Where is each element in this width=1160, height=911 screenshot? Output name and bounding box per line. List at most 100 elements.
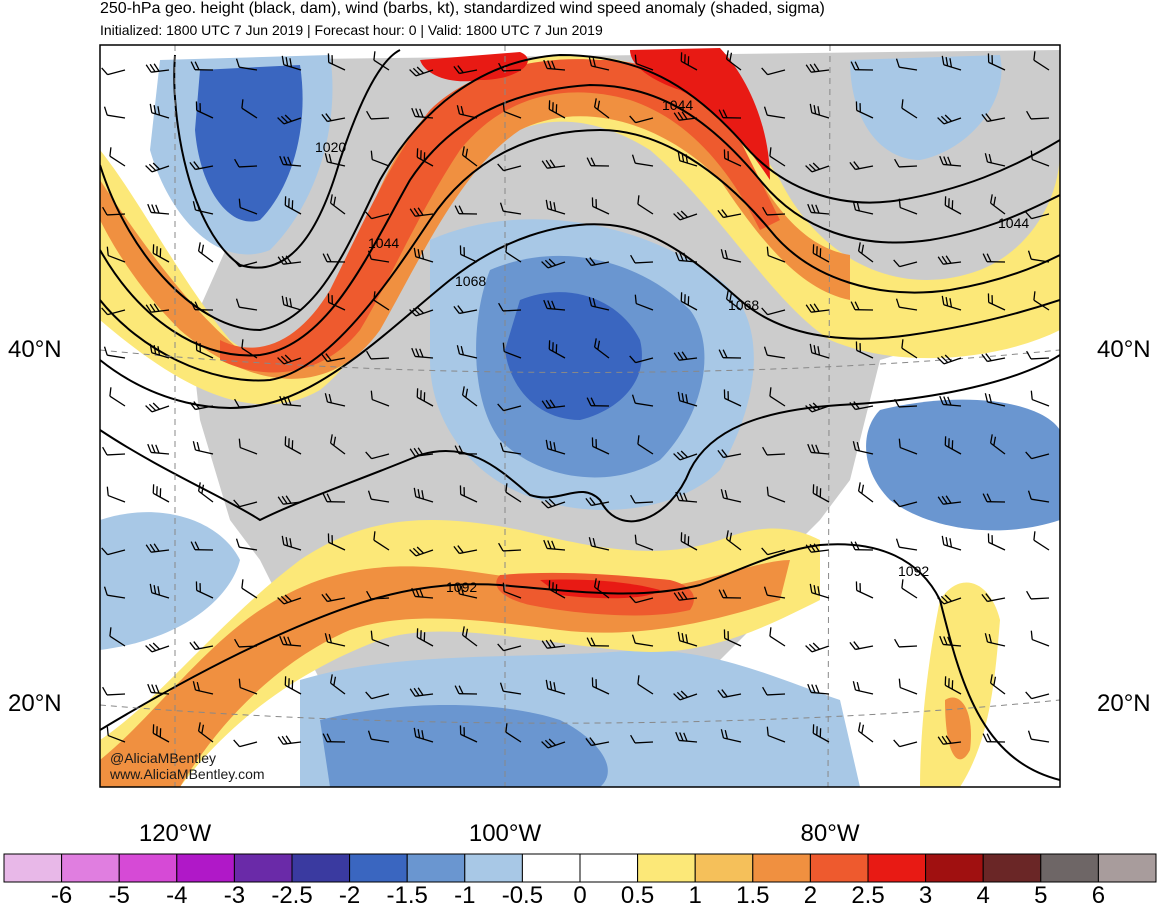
wind-barb — [850, 61, 874, 71]
lon-label: 120°W — [138, 820, 212, 847]
contour-label: 1044 — [998, 215, 1029, 231]
wind-barb — [279, 395, 302, 407]
wind-barb — [543, 299, 566, 311]
wind-barb — [766, 486, 786, 503]
wind-barb — [984, 393, 1006, 407]
wind-barb — [453, 305, 478, 315]
wind-barb — [849, 401, 874, 411]
wind-barb — [499, 682, 522, 695]
wind-barb — [192, 681, 214, 695]
colorbar-label: 5 — [1034, 882, 1048, 909]
wind-barb — [629, 355, 654, 364]
wind-barb — [189, 641, 214, 651]
wind-barb — [192, 201, 214, 215]
colorbar-label: 0 — [573, 882, 587, 909]
wind-barb — [894, 398, 918, 408]
wind-barb — [277, 735, 302, 745]
wind-barb — [717, 689, 742, 699]
wind-barb — [322, 253, 346, 263]
wind-barb — [195, 581, 214, 599]
wind-barb — [327, 53, 346, 71]
wind-barb — [1025, 451, 1050, 460]
wind-barb — [901, 339, 918, 359]
wind-barb — [937, 255, 962, 265]
watermark-url: www.AliciaMBentley.com — [110, 766, 265, 782]
wind-barb — [103, 106, 126, 119]
wind-barb — [630, 734, 654, 744]
wind-barb — [766, 726, 786, 743]
wind-barb — [454, 685, 478, 695]
wind-barb — [895, 298, 918, 311]
wind-barb — [981, 113, 1006, 123]
wind-barb — [673, 351, 698, 361]
anomaly-neg-deep — [505, 292, 642, 420]
colorbar-label: -4 — [166, 882, 188, 909]
lon-label: 100°W — [468, 820, 542, 847]
wind-barb — [238, 438, 258, 455]
wind-barb — [233, 259, 258, 268]
wind-barb — [454, 445, 478, 455]
wind-barb — [717, 449, 742, 459]
wind-barb — [893, 499, 918, 508]
wind-barb — [586, 637, 610, 647]
map-frame — [99, 44, 1061, 788]
wind-barb — [718, 349, 742, 359]
wind-barb — [763, 106, 786, 119]
wind-barb — [543, 539, 566, 551]
wind-barb — [102, 446, 126, 456]
wind-barb — [852, 201, 874, 215]
wind-barb — [588, 537, 610, 551]
wind-barb — [548, 580, 566, 599]
wind-barb — [1027, 490, 1050, 503]
wind-barb — [284, 676, 302, 695]
wind-barb — [673, 690, 698, 701]
wind-barb — [279, 635, 302, 647]
wind-barb — [233, 499, 258, 508]
wind-barb — [855, 341, 874, 359]
wind-barb — [145, 642, 170, 653]
wind-barb — [677, 631, 698, 647]
wind-barb — [1025, 691, 1050, 700]
wind-barb — [989, 434, 1006, 455]
wind-barb — [850, 541, 874, 551]
wind-barb — [409, 546, 434, 557]
wind-barb — [409, 447, 434, 457]
wind-barb — [327, 293, 346, 311]
wind-barb — [409, 66, 434, 77]
jet-north-core — [420, 48, 770, 180]
colorbar-label: 0.5 — [620, 882, 655, 909]
wind-barb — [106, 486, 126, 503]
wind-barb — [324, 393, 346, 407]
wind-barb — [593, 338, 610, 359]
wind-barb — [807, 203, 830, 215]
colorbar-swatch — [291, 853, 351, 883]
wind-barb — [634, 294, 654, 311]
wind-barb — [812, 244, 830, 263]
wind-barb — [675, 491, 698, 503]
wind-barb — [677, 391, 698, 407]
wind-barb — [366, 350, 390, 360]
wind-barb — [541, 399, 566, 409]
wind-barb — [367, 250, 390, 263]
wind-barb — [762, 446, 786, 456]
wind-barb — [281, 295, 302, 311]
wind-barb — [192, 441, 214, 455]
wind-barb — [497, 163, 522, 172]
wind-barb — [1027, 730, 1050, 743]
wind-barb — [718, 109, 742, 119]
watermark-handle: @AliciaMBentley — [110, 750, 217, 766]
wind-barb — [673, 111, 698, 121]
wind-barb — [857, 722, 874, 743]
wind-barb — [720, 729, 742, 743]
wind-barb — [329, 434, 346, 455]
colorbar-swatch — [982, 853, 1042, 883]
wind-barb — [586, 157, 610, 167]
wind-barb — [548, 340, 566, 359]
wind-barb — [1030, 630, 1050, 647]
wind-barb — [284, 436, 302, 455]
colorbar-label: 1.5 — [736, 882, 770, 909]
wind-barb — [197, 482, 214, 503]
wind-barb — [497, 643, 522, 652]
wind-barb — [373, 51, 390, 71]
wind-barb — [588, 57, 610, 71]
